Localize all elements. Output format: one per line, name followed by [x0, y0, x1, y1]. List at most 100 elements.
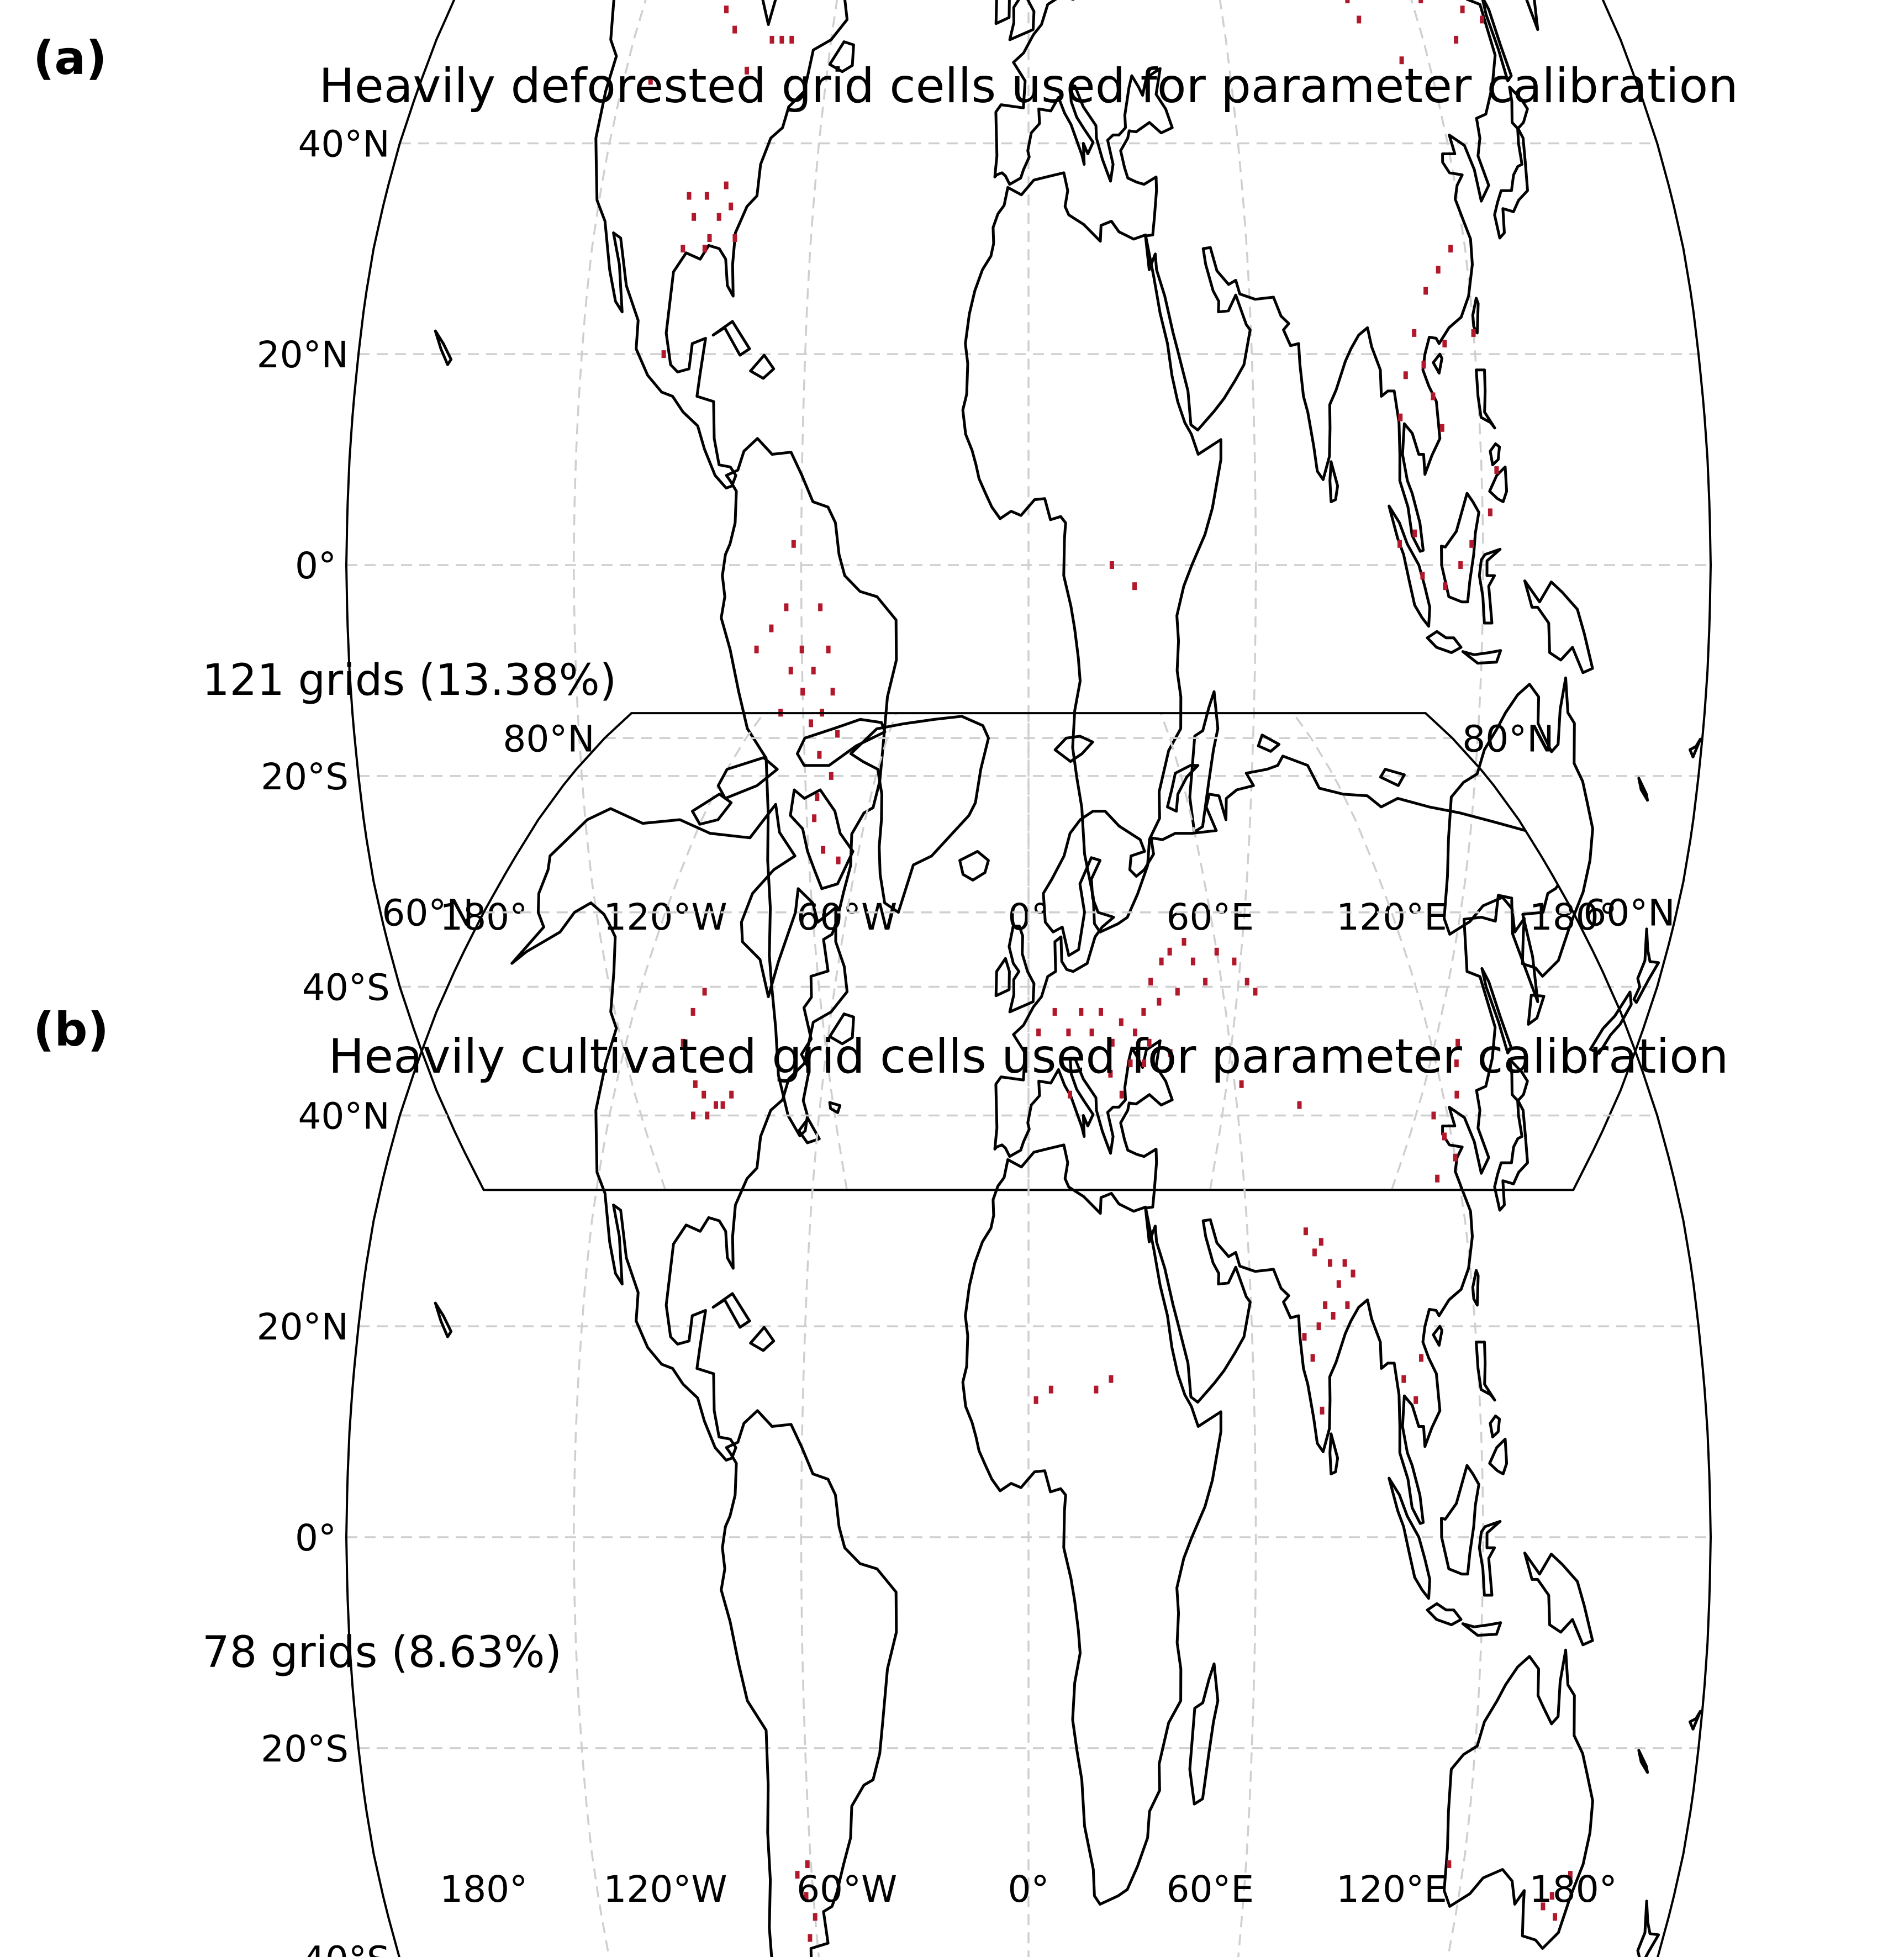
lon-label: 120°E [1336, 896, 1447, 938]
lon-label: 120°E [1336, 1868, 1447, 1911]
map-area [346, 0, 1711, 1190]
coastline-visayas [1489, 442, 1501, 467]
coastline-africa [961, 1143, 1222, 1906]
coastline-nz-north [1632, 1900, 1660, 1957]
grid-cell-marker [1418, 0, 1423, 3]
grid-cell-marker [1232, 957, 1237, 966]
grid-cell-marker [1303, 1227, 1308, 1236]
grid-cell-marker [1448, 245, 1453, 253]
grid-cell-marker [1336, 1280, 1341, 1288]
lon-label: 60°E [1166, 1868, 1254, 1911]
coastline-nz-south [1589, 990, 1633, 1055]
grid-cell-marker [817, 751, 822, 759]
grid-cell-marker [687, 192, 692, 200]
grid-cell-marker [1048, 1385, 1053, 1394]
panels: (a) Heavily deforested grid cells used fo… [33, 0, 1738, 1957]
coastline-lesser-sunda [1461, 1621, 1502, 1637]
grid-cell-marker [690, 1007, 695, 1016]
grid-cell-marker [1142, 1059, 1147, 1068]
grid-cell-marker [1094, 1385, 1099, 1394]
grid-cell-marker [1190, 957, 1195, 966]
grid-cell-marker [1431, 1111, 1436, 1120]
grid-cell-marker [1455, 1038, 1460, 1047]
coastline-madagascar [1188, 1662, 1220, 1806]
grid-cell-marker [1119, 1090, 1124, 1099]
coastline-newfoundland [828, 40, 855, 73]
coastline-java [1426, 1602, 1463, 1626]
grid-cell-marker [1159, 957, 1164, 966]
coastline-hispaniola [749, 1326, 776, 1352]
coastline-eurasia [993, 0, 1569, 553]
grid-cell-marker [1052, 1007, 1057, 1016]
grid-cell-marker [732, 25, 737, 34]
grid-cell-marker [693, 1080, 698, 1088]
grid-cell-marker [813, 1913, 817, 1921]
grid-cell-marker [1089, 1028, 1094, 1037]
grid-cell-marker [1480, 15, 1484, 24]
lat-label-left: 60°N [382, 892, 473, 935]
panel-title: Heavily deforested grid cells used for p… [319, 59, 1738, 114]
grid-cell-marker [1549, 1892, 1554, 1900]
grid-cell-marker [826, 645, 831, 653]
coastline-ireland [994, 957, 1011, 998]
grid-cell-marker [788, 667, 793, 674]
grid-cell-marker [1397, 540, 1402, 548]
grid-cell-marker [812, 814, 817, 822]
grid-count-annotation: 121 grids (13.38%) [202, 656, 616, 705]
grid-cell-marker [1079, 1007, 1084, 1016]
lat-label-left: 40°N [298, 123, 389, 166]
grid-cell-marker [1439, 424, 1444, 432]
lon-label: 180° [440, 896, 528, 938]
lat-label-left: 80°N [503, 718, 594, 760]
coastline-sulawesi [1478, 1520, 1502, 1597]
grid-cell-marker [1412, 529, 1417, 537]
coastline-hainan [1432, 1325, 1443, 1347]
coastline-hawaii [434, 1301, 453, 1338]
grid-cell-marker [811, 667, 816, 674]
grid-cell-marker [1110, 1038, 1115, 1047]
grid-cell-marker [805, 1860, 810, 1868]
coastline-north-america [510, 0, 849, 490]
grid-cell-marker [1036, 1028, 1041, 1037]
grid-cell-marker [692, 213, 697, 221]
grid-cell-marker [1323, 1301, 1328, 1309]
coastline-arctic-isles-3 [691, 793, 733, 826]
grid-cell-marker [1157, 998, 1162, 1006]
grid-cell-marker [1431, 392, 1436, 400]
grid-cell-marker [754, 645, 759, 653]
grid-cell-marker [729, 1090, 734, 1099]
coastline-mindanao [1488, 465, 1509, 503]
coastline-south-america [720, 1409, 898, 1957]
grid-cell-marker [1401, 1375, 1406, 1383]
lat-label-left: 0° [295, 1517, 336, 1559]
coastline-taiwan [1471, 1269, 1480, 1307]
grid-cell-marker [1568, 1871, 1573, 1879]
grid-cell-marker [1553, 1913, 1557, 1921]
panel-title: Heavily cultivated grid cells used for p… [329, 1029, 1729, 1084]
coastline-hokkaido [1508, 1058, 1529, 1103]
grid-cell-marker [1109, 1375, 1114, 1383]
coastline-africa [961, 171, 1222, 933]
grid-cell-marker [1454, 35, 1459, 44]
meridian-line [1292, 0, 1485, 1190]
grid-cell-marker [1214, 947, 1219, 956]
grid-cell-marker [836, 856, 841, 864]
grid-cell-marker [1414, 1396, 1418, 1404]
coastline-new-caledonia [1637, 1749, 1649, 1774]
grid-cell-marker [704, 192, 709, 200]
grid-cell-marker [799, 645, 804, 653]
coastline-cuba [711, 1292, 751, 1329]
coastline-mindanao [1488, 1437, 1509, 1475]
meridian-line [800, 0, 898, 1190]
meridian-line [1159, 0, 1257, 1190]
grid-cell-marker [1132, 582, 1137, 590]
coastline-sumatra [1388, 1476, 1431, 1600]
grid-cell-marker [702, 1090, 706, 1099]
coastline-tierra-del-fuego [797, 1117, 821, 1144]
coastline-arctic-isles-2 [796, 718, 887, 767]
grid-cell-marker [1108, 1069, 1113, 1078]
lon-label: 60°W [797, 1868, 897, 1911]
coastline-hokkaido [1508, 86, 1529, 130]
grid-cell-marker [1033, 1396, 1038, 1404]
